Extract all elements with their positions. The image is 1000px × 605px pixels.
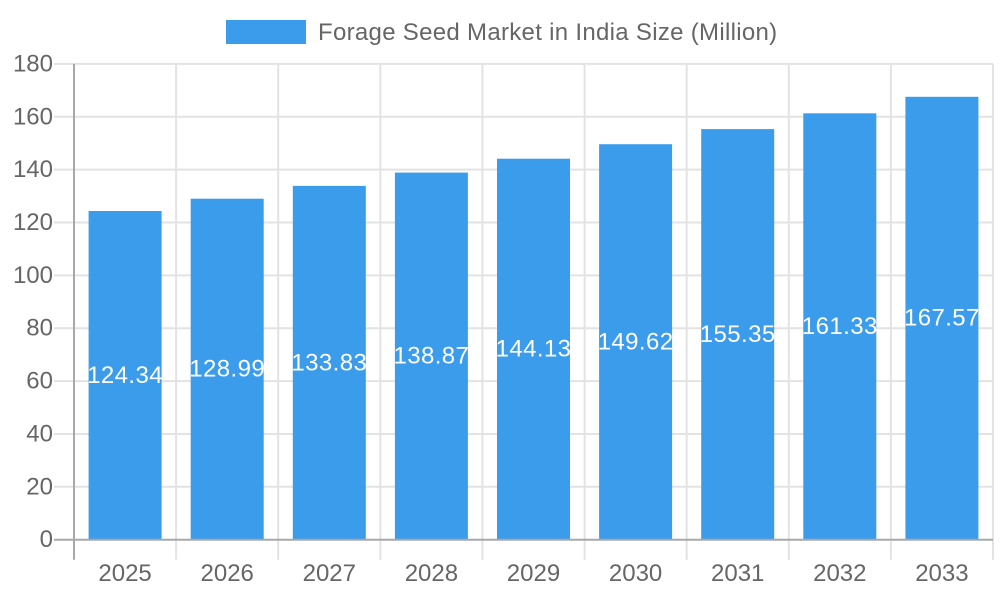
svg-text:100: 100 xyxy=(13,262,53,289)
svg-text:2025: 2025 xyxy=(98,560,151,587)
svg-text:80: 80 xyxy=(26,315,53,342)
svg-text:60: 60 xyxy=(26,368,53,395)
svg-text:128.99: 128.99 xyxy=(189,356,265,383)
svg-text:144.13: 144.13 xyxy=(496,336,572,363)
svg-text:2026: 2026 xyxy=(201,560,254,587)
svg-text:124.34: 124.34 xyxy=(87,362,163,389)
svg-text:138.87: 138.87 xyxy=(393,343,469,370)
svg-text:2028: 2028 xyxy=(405,560,458,587)
svg-text:120: 120 xyxy=(13,209,53,236)
svg-text:2027: 2027 xyxy=(303,560,356,587)
svg-text:140: 140 xyxy=(13,156,53,183)
svg-text:0: 0 xyxy=(40,526,53,553)
svg-text:155.35: 155.35 xyxy=(700,321,776,348)
svg-text:167.57: 167.57 xyxy=(904,305,980,332)
svg-text:149.62: 149.62 xyxy=(598,329,674,356)
svg-text:2032: 2032 xyxy=(813,560,866,587)
svg-text:2029: 2029 xyxy=(507,560,560,587)
svg-text:2033: 2033 xyxy=(915,560,968,587)
svg-text:2030: 2030 xyxy=(609,560,662,587)
svg-text:20: 20 xyxy=(26,473,53,500)
svg-text:160: 160 xyxy=(13,103,53,130)
svg-text:Forage Seed Market in India Si: Forage Seed Market in India Size (Millio… xyxy=(318,19,777,46)
svg-text:180: 180 xyxy=(13,50,53,77)
svg-text:40: 40 xyxy=(26,421,53,448)
svg-text:161.33: 161.33 xyxy=(802,313,878,340)
svg-text:2031: 2031 xyxy=(711,560,764,587)
svg-text:133.83: 133.83 xyxy=(291,349,367,376)
